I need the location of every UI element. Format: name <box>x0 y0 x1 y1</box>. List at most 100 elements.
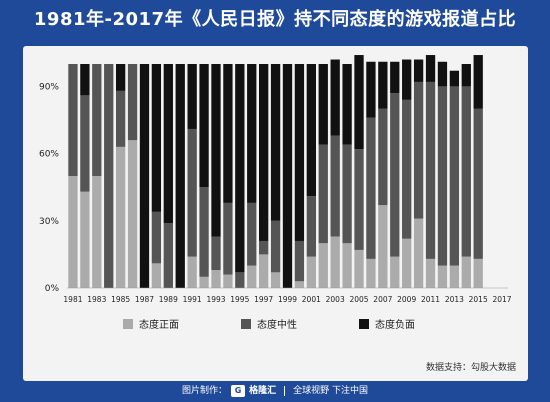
bar-segment <box>354 249 364 288</box>
y-tick-label: 0% <box>45 284 60 294</box>
x-tick-label: 1995 <box>230 295 249 304</box>
bar-segment <box>318 64 328 145</box>
bar-segment <box>461 86 471 257</box>
bar-segment <box>390 256 400 288</box>
bar-segment <box>366 61 376 118</box>
bar-segment <box>247 64 257 203</box>
bar-segment <box>68 64 78 176</box>
bar-segment <box>330 135 340 237</box>
bar-segment <box>115 146 126 288</box>
bar-segment <box>92 64 102 176</box>
bar-segment <box>282 64 293 288</box>
x-tick-label: 2017 <box>492 295 511 304</box>
legend-swatch <box>123 319 133 329</box>
bar-segment <box>247 265 257 288</box>
bar-segment <box>199 187 209 277</box>
bar-segment <box>223 64 233 203</box>
bar-segment <box>151 263 162 288</box>
bar-segment <box>473 108 483 259</box>
bar-segment <box>366 258 376 288</box>
bar-segment <box>390 61 400 94</box>
bar-segment <box>402 99 412 239</box>
bar-segment <box>413 81 424 219</box>
x-tick-label: 1983 <box>87 295 106 304</box>
x-tick-label: 2011 <box>421 295 440 304</box>
bar-segment <box>402 59 412 100</box>
bar-segment <box>175 64 185 288</box>
footer-divider <box>284 385 286 396</box>
bar-segment <box>449 70 460 87</box>
legend-label: 态度负面 <box>375 318 415 331</box>
footer-brand: 格隆汇 <box>249 386 277 396</box>
bar-segment <box>449 265 460 288</box>
footer-slogan: 全球视野 下注中国 <box>293 386 368 396</box>
x-tick-label: 1987 <box>135 295 154 304</box>
y-tick-label: 60% <box>39 150 59 160</box>
bar-segment <box>425 55 436 82</box>
bar-segment <box>378 205 388 288</box>
y-tick-label: 30% <box>39 217 59 227</box>
x-tick-label: 1997 <box>254 295 273 304</box>
bar-segment <box>342 64 352 145</box>
bar-segment <box>163 64 173 224</box>
bar-segment <box>354 55 364 150</box>
bar-segment <box>306 64 316 197</box>
x-tick-label: 1993 <box>206 295 225 304</box>
bar-segment <box>437 86 448 266</box>
bar-segment <box>366 117 376 259</box>
stacked-bar-chart: 0% 30% 60% 90% 1981 1983 1985 1987 1989 1991 1993 1… <box>39 55 512 331</box>
bar-segment <box>235 64 245 273</box>
bar-segment <box>80 191 90 288</box>
bar-segment <box>294 240 305 282</box>
footer-made-label: 图片制作： <box>182 386 228 396</box>
x-tick-label: 1999 <box>278 295 297 304</box>
bar-segment <box>187 128 197 257</box>
bar-segment <box>211 236 221 271</box>
bar-segment <box>104 64 114 288</box>
legend-label: 态度中性 <box>257 318 297 331</box>
bar-segment <box>425 81 436 259</box>
bar-segment <box>259 64 269 241</box>
bar-segment <box>294 281 305 288</box>
x-tick-label: 1991 <box>183 295 202 304</box>
bar-segment <box>330 236 340 288</box>
bar-segment <box>223 202 233 275</box>
y-tick-label: 90% <box>39 82 59 92</box>
bar-segment <box>259 254 269 288</box>
bar-segment <box>68 176 78 288</box>
bar-segment <box>437 61 448 87</box>
x-tick-label: 2005 <box>349 295 368 304</box>
bar-segment <box>127 140 138 288</box>
bar-segment <box>115 64 126 91</box>
brand-logo-icon: G <box>231 384 246 397</box>
legend-swatch <box>359 319 369 329</box>
x-tick-label: 2009 <box>397 295 416 304</box>
bar-segment <box>342 243 352 288</box>
bar-segment <box>294 64 305 241</box>
chart-panel: 0% 30% 60% 90% 1981 1983 1985 1987 1989 1991 1993 1… <box>23 46 528 381</box>
bar-segment <box>402 238 412 288</box>
bar-segment <box>247 202 257 266</box>
data-source: 数据支持：勾股大数据 <box>425 363 516 373</box>
bar-segment <box>187 256 197 288</box>
x-tick-label: 2001 <box>302 295 321 304</box>
bar-segment <box>461 256 471 288</box>
bar-segment <box>318 144 328 244</box>
bar-segment <box>270 220 281 273</box>
bar-segment <box>306 256 316 288</box>
x-tick-label: 2013 <box>445 295 464 304</box>
bar-segment <box>413 59 424 82</box>
bar-segment <box>390 93 400 257</box>
bar-segment <box>259 240 269 255</box>
bar-segment <box>330 59 340 136</box>
bar-segment <box>211 64 221 237</box>
legend-swatch <box>241 319 251 329</box>
bar-segment <box>342 144 352 244</box>
bar-segment <box>437 265 448 288</box>
bar-segment <box>163 223 173 288</box>
bar-segment <box>461 64 471 87</box>
x-tick-label: 2015 <box>469 295 488 304</box>
x-tick-label: 2007 <box>373 295 392 304</box>
bar-segment <box>235 272 245 288</box>
